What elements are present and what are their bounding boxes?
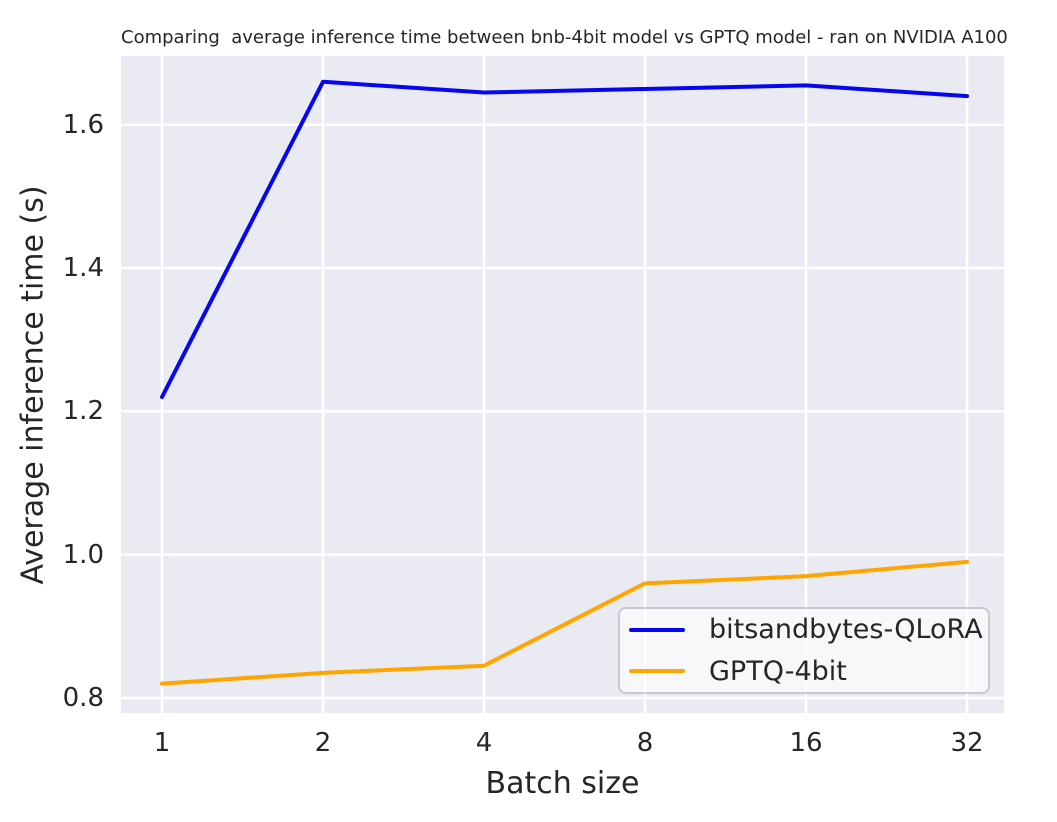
legend-label: GPTQ-4bit xyxy=(709,655,847,687)
legend-label: bitsandbytes-QLoRA xyxy=(709,614,983,646)
chart-title: Comparing average inference time between… xyxy=(121,27,1008,48)
x-tick-label: 32 xyxy=(950,728,984,758)
plot-area: bitsandbytes-QLoRA GPTQ-4bit xyxy=(121,56,1004,713)
x-tick-label: 2 xyxy=(314,728,332,758)
series-line-GPTQ-4bit xyxy=(160,559,969,686)
x-axis-label: Batch size xyxy=(485,766,640,801)
y-tick-label: 0.8 xyxy=(62,682,104,713)
series-line-bitsandbytes-QLoRA xyxy=(160,79,969,400)
plot-canvas xyxy=(121,56,1004,713)
legend-item: GPTQ-4bit xyxy=(620,651,988,693)
legend: bitsandbytes-QLoRA GPTQ-4bit xyxy=(618,607,990,694)
x-tick-label: 1 xyxy=(153,728,171,758)
legend-line-swatch xyxy=(629,669,685,674)
x-tick-label: 4 xyxy=(475,728,493,758)
legend-line-swatch xyxy=(629,627,685,632)
y-tick-label: 1.2 xyxy=(62,396,104,427)
x-tick-label: 8 xyxy=(636,728,654,758)
y-tick-label: 1.6 xyxy=(62,109,104,140)
x-tick-label: 16 xyxy=(789,728,823,758)
y-axis-label: Average inference time (s) xyxy=(15,185,51,585)
y-tick-label: 1.0 xyxy=(62,539,104,570)
legend-item: bitsandbytes-QLoRA xyxy=(620,609,988,651)
y-tick-label: 1.4 xyxy=(62,253,104,284)
